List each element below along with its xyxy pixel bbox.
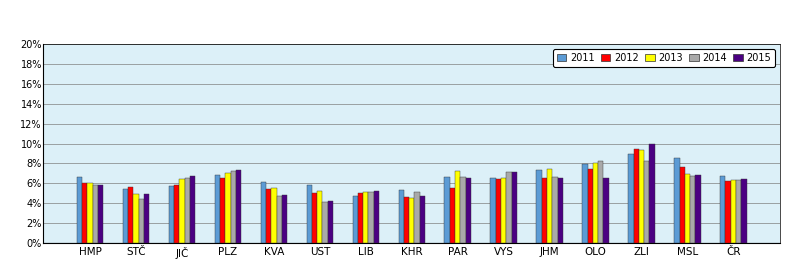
Bar	[695, 175, 701, 243]
Bar	[496, 179, 501, 243]
Bar	[690, 176, 695, 243]
Bar	[312, 193, 318, 243]
Bar	[123, 189, 128, 243]
Bar	[455, 171, 460, 243]
Bar	[369, 192, 374, 243]
Bar	[144, 194, 149, 243]
Bar	[598, 161, 604, 243]
Bar	[374, 191, 379, 243]
Bar	[98, 185, 103, 243]
Bar	[261, 182, 266, 243]
Bar	[720, 176, 726, 243]
Bar	[266, 189, 271, 243]
Bar	[174, 185, 180, 243]
Bar	[639, 150, 644, 243]
Bar	[180, 179, 184, 243]
Bar	[358, 193, 363, 243]
Bar	[537, 170, 541, 243]
Bar	[403, 197, 409, 243]
Bar	[414, 192, 420, 243]
Bar	[649, 144, 655, 243]
Bar	[220, 178, 225, 243]
Bar	[588, 169, 593, 243]
Bar	[409, 198, 414, 243]
Bar	[133, 194, 139, 243]
Bar	[322, 202, 328, 243]
Bar	[77, 177, 82, 243]
Bar	[506, 172, 511, 243]
Bar	[231, 171, 236, 243]
Bar	[307, 185, 312, 243]
Bar	[363, 192, 369, 243]
Bar	[501, 178, 506, 243]
Bar	[644, 161, 649, 243]
Bar	[190, 176, 195, 243]
Bar	[450, 188, 455, 243]
Bar	[87, 183, 93, 243]
Bar	[184, 178, 190, 243]
Bar	[511, 172, 517, 243]
Bar	[214, 175, 220, 243]
Bar	[352, 196, 358, 243]
Bar	[225, 173, 231, 243]
Bar	[730, 180, 736, 243]
Bar	[685, 174, 690, 243]
Bar	[634, 150, 639, 243]
Bar	[282, 195, 287, 243]
Legend: 2011, 2012, 2013, 2014, 2015: 2011, 2012, 2013, 2014, 2015	[552, 49, 775, 67]
Bar	[277, 196, 282, 243]
Bar	[420, 196, 425, 243]
Bar	[139, 199, 144, 243]
Bar	[128, 187, 133, 243]
Bar	[736, 180, 742, 243]
Bar	[628, 155, 634, 243]
Bar	[444, 177, 450, 243]
Bar	[82, 183, 87, 243]
Bar	[604, 178, 609, 243]
Bar	[318, 191, 322, 243]
Bar	[93, 185, 98, 243]
Bar	[547, 169, 552, 243]
Bar	[328, 201, 333, 243]
Bar	[593, 163, 598, 243]
Bar	[552, 177, 558, 243]
Bar	[558, 178, 563, 243]
Bar	[169, 186, 174, 243]
Bar	[271, 188, 277, 243]
Bar	[742, 179, 747, 243]
Bar	[236, 170, 241, 243]
Bar	[726, 181, 730, 243]
Bar	[490, 178, 496, 243]
Bar	[675, 158, 679, 243]
Bar	[399, 190, 403, 243]
Bar	[466, 178, 471, 243]
Bar	[582, 164, 588, 243]
Bar	[460, 177, 466, 243]
Bar	[541, 178, 547, 243]
Bar	[679, 167, 685, 243]
